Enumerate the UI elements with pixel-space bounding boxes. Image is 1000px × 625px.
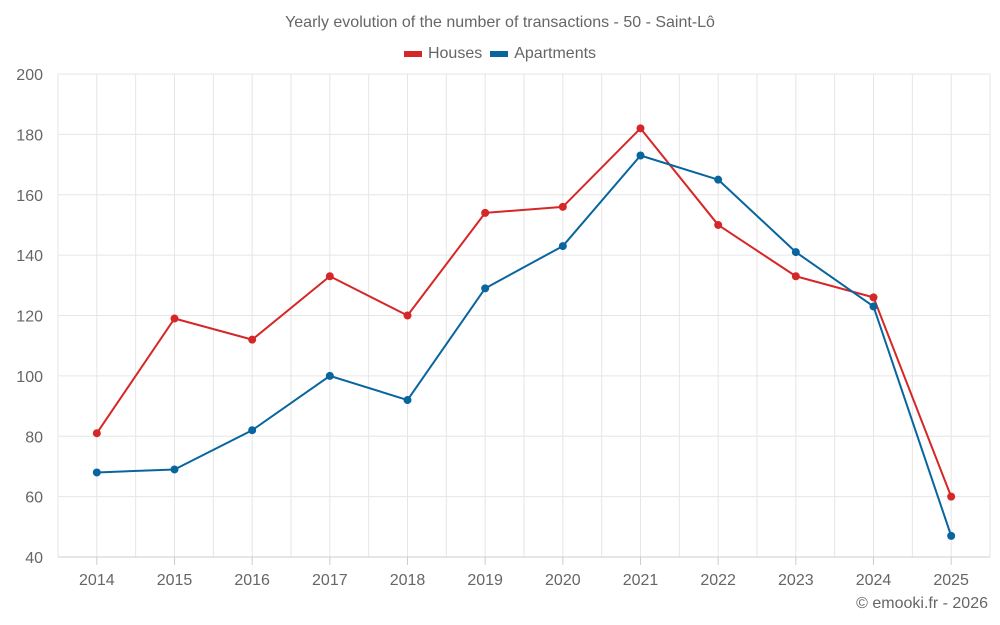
credit-text: © emooki.fr - 2026 (856, 595, 988, 612)
data-point-apartments-2021[interactable] (636, 151, 645, 160)
legend-item-apartments[interactable]: Apartments (490, 45, 596, 63)
x-tick-label: 2021 (623, 572, 659, 589)
x-tick-label: 2022 (700, 572, 736, 589)
data-point-houses-2014[interactable] (92, 429, 101, 438)
data-point-houses-2025[interactable] (947, 492, 956, 501)
y-tick-label: 100 (16, 369, 43, 386)
y-tick-label: 180 (16, 127, 43, 144)
y-tick-label: 80 (25, 429, 43, 446)
x-tick-label: 2015 (157, 572, 193, 589)
x-tick-label: 2025 (933, 572, 969, 589)
legend-swatch-houses (403, 51, 422, 57)
data-point-houses-2018[interactable] (403, 311, 412, 320)
grid (57, 73, 991, 557)
x-tick-label: 2020 (545, 572, 581, 589)
data-point-apartments-2016[interactable] (248, 426, 257, 435)
data-point-houses-2015[interactable] (170, 314, 179, 323)
x-tick-label: 2014 (79, 572, 115, 589)
y-tick-label: 160 (16, 188, 43, 205)
legend-label-apartments: Apartments (514, 45, 597, 62)
x-tick-label: 2024 (856, 572, 892, 589)
data-point-apartments-2023[interactable] (791, 248, 800, 257)
data-point-apartments-2025[interactable] (947, 531, 956, 540)
series-line-apartments (96, 154, 953, 537)
legend-item-houses[interactable]: Houses (403, 45, 483, 63)
data-point-houses-2016[interactable] (248, 335, 257, 344)
y-tick-label: 120 (16, 309, 43, 326)
data-point-houses-2023[interactable] (791, 272, 800, 281)
legend: Houses Apartments (0, 45, 1000, 63)
series-layer (92, 124, 956, 540)
data-point-houses-2021[interactable] (636, 124, 645, 133)
data-point-houses-2024[interactable] (869, 293, 878, 302)
data-point-houses-2019[interactable] (481, 208, 490, 217)
data-point-houses-2022[interactable] (714, 220, 723, 229)
data-point-houses-2020[interactable] (558, 202, 567, 211)
series-line-houses (96, 127, 953, 497)
legend-label-houses: Houses (427, 45, 483, 62)
data-point-apartments-2022[interactable] (714, 175, 723, 184)
data-point-apartments-2017[interactable] (325, 371, 334, 380)
y-tick-label: 140 (16, 248, 43, 265)
x-tick-label: 2019 (467, 572, 503, 589)
chart-title: Yearly evolution of the number of transa… (285, 14, 715, 31)
x-tick-label: 2016 (234, 572, 270, 589)
y-tick-label: 60 (25, 490, 43, 507)
axes: 40 60 80 100 120 140 160 180 200 2014 2015 2016 2017… (16, 67, 990, 589)
data-point-apartments-2018[interactable] (403, 396, 412, 405)
x-tick-label: 2023 (778, 572, 814, 589)
data-point-apartments-2014[interactable] (92, 468, 101, 477)
legend-swatch-apartments (490, 51, 509, 57)
y-tick-label: 200 (16, 67, 43, 84)
data-point-apartments-2024[interactable] (869, 302, 878, 311)
data-point-apartments-2020[interactable] (558, 242, 567, 251)
data-point-houses-2017[interactable] (325, 272, 334, 281)
x-tick-label: 2018 (390, 572, 426, 589)
data-point-apartments-2019[interactable] (481, 284, 490, 293)
y-tick-label: 40 (25, 550, 43, 567)
data-point-apartments-2015[interactable] (170, 465, 179, 474)
x-tick-label: 2017 (312, 572, 348, 589)
